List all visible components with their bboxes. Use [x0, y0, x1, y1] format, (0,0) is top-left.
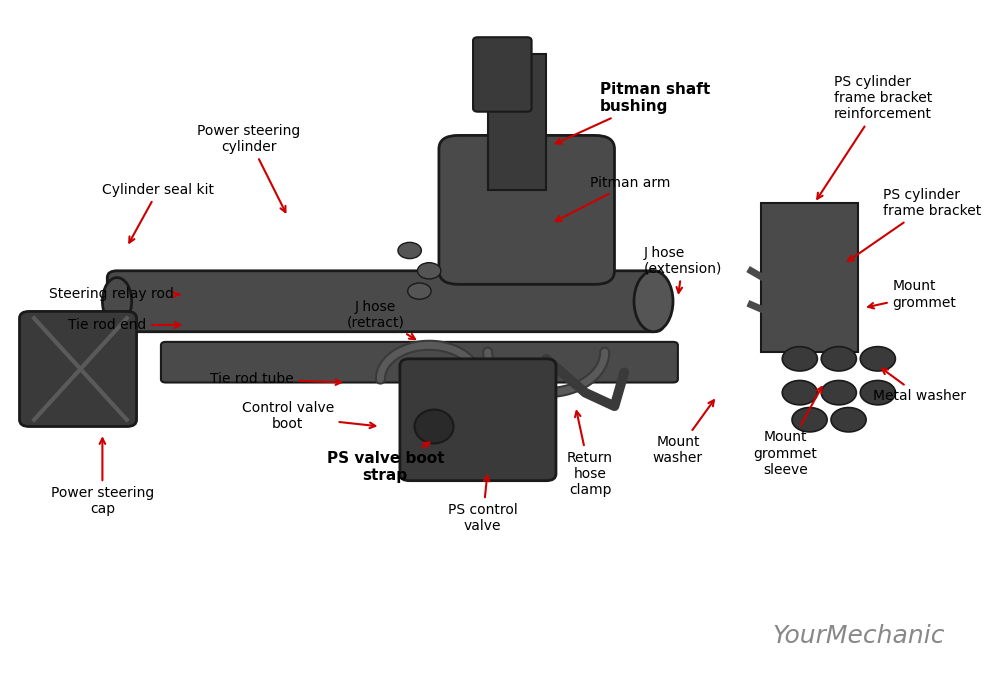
- Text: Return
hose
clamp: Return hose clamp: [567, 411, 613, 497]
- FancyBboxPatch shape: [161, 342, 678, 383]
- Circle shape: [792, 408, 827, 432]
- Text: PS cylinder
frame bracket
reinforcement: PS cylinder frame bracket reinforcement: [817, 75, 932, 199]
- Ellipse shape: [415, 410, 454, 443]
- Text: YourMechanic: YourMechanic: [772, 624, 945, 649]
- Bar: [488, 54, 546, 190]
- FancyBboxPatch shape: [439, 135, 614, 284]
- Circle shape: [782, 347, 817, 371]
- Circle shape: [821, 347, 856, 371]
- Text: Tie rod end: Tie rod end: [68, 318, 180, 332]
- FancyBboxPatch shape: [400, 359, 556, 481]
- Text: PS valve boot
strap: PS valve boot strap: [327, 443, 444, 483]
- Text: Steering relay rod: Steering relay rod: [49, 288, 179, 301]
- Text: Power steering
cylinder: Power steering cylinder: [197, 124, 300, 212]
- Circle shape: [860, 380, 895, 405]
- Text: Mount
washer: Mount washer: [653, 400, 714, 465]
- Text: Cylinder seal kit: Cylinder seal kit: [102, 183, 214, 242]
- Text: Power steering
cap: Power steering cap: [51, 439, 154, 516]
- Text: Metal washer: Metal washer: [873, 368, 966, 403]
- FancyBboxPatch shape: [107, 271, 663, 332]
- Ellipse shape: [102, 278, 132, 325]
- Ellipse shape: [634, 271, 673, 332]
- Text: Control valve
boot: Control valve boot: [242, 401, 375, 431]
- Circle shape: [821, 380, 856, 405]
- Circle shape: [408, 283, 431, 299]
- Circle shape: [398, 242, 421, 259]
- Circle shape: [860, 347, 895, 371]
- Circle shape: [417, 263, 441, 279]
- Text: Tie rod tube: Tie rod tube: [210, 372, 341, 386]
- Text: J hose
(retract): J hose (retract): [347, 300, 415, 339]
- FancyBboxPatch shape: [20, 311, 137, 427]
- Circle shape: [782, 380, 817, 405]
- Text: Pitman shaft
bushing: Pitman shaft bushing: [556, 82, 710, 144]
- Text: PS control
valve: PS control valve: [448, 476, 518, 533]
- FancyBboxPatch shape: [473, 37, 532, 112]
- Text: Mount
grommet
sleeve: Mount grommet sleeve: [753, 387, 822, 477]
- Text: PS cylinder
frame bracket: PS cylinder frame bracket: [848, 188, 981, 261]
- Text: J hose
(extension): J hose (extension): [644, 246, 722, 293]
- Text: Mount
grommet: Mount grommet: [868, 280, 956, 309]
- Circle shape: [831, 408, 866, 432]
- Bar: [761, 203, 858, 352]
- Text: Pitman arm: Pitman arm: [556, 176, 670, 221]
